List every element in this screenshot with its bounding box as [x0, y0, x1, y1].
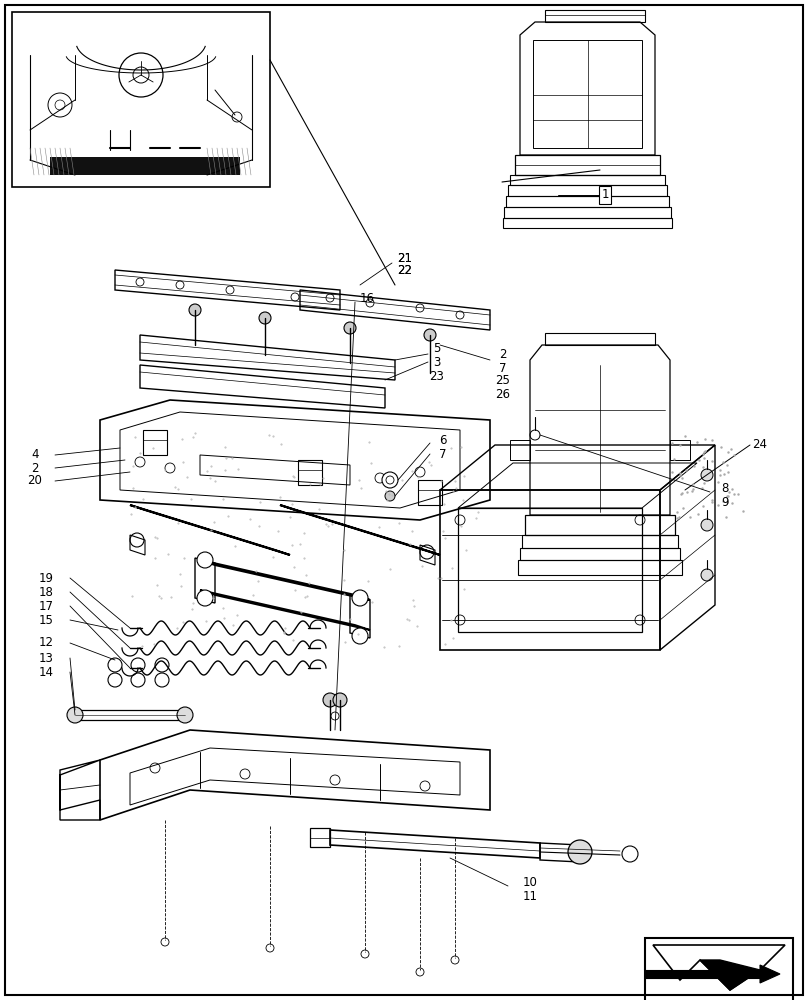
Polygon shape	[645, 970, 760, 978]
Circle shape	[568, 840, 592, 864]
Text: 18: 18	[39, 585, 53, 598]
Text: 21: 21	[398, 251, 413, 264]
Text: 9: 9	[722, 495, 729, 508]
Circle shape	[451, 956, 459, 964]
Circle shape	[385, 491, 395, 501]
Circle shape	[701, 569, 713, 581]
Text: 25: 25	[495, 374, 511, 387]
Text: 16: 16	[360, 292, 374, 304]
Circle shape	[67, 707, 83, 723]
Text: 4: 4	[32, 448, 39, 462]
Polygon shape	[50, 157, 240, 175]
Bar	[12, 12, 270, 187]
Circle shape	[382, 472, 398, 488]
Text: 26: 26	[495, 387, 511, 400]
Text: 14: 14	[39, 666, 53, 678]
Text: 22: 22	[398, 264, 413, 277]
Text: 23: 23	[430, 369, 444, 382]
Circle shape	[344, 322, 356, 334]
Circle shape	[352, 590, 368, 606]
Text: 22: 22	[398, 264, 413, 277]
Text: 5: 5	[433, 342, 440, 355]
Circle shape	[266, 944, 274, 952]
Text: 7: 7	[499, 361, 507, 374]
Text: 2: 2	[32, 462, 39, 475]
Circle shape	[161, 938, 169, 946]
Polygon shape	[700, 960, 760, 990]
Circle shape	[323, 693, 337, 707]
Circle shape	[259, 312, 271, 324]
Bar	[645, 938, 793, 1000]
Circle shape	[701, 469, 713, 481]
Circle shape	[189, 304, 201, 316]
Circle shape	[361, 950, 369, 958]
Text: 1: 1	[601, 188, 608, 202]
Text: 2: 2	[499, 349, 507, 361]
Text: 17: 17	[39, 599, 53, 612]
Circle shape	[177, 707, 193, 723]
Circle shape	[424, 329, 436, 341]
Circle shape	[333, 693, 347, 707]
Text: 11: 11	[523, 890, 537, 904]
Circle shape	[701, 519, 713, 531]
Text: 12: 12	[39, 637, 53, 650]
Circle shape	[352, 628, 368, 644]
Circle shape	[197, 552, 213, 568]
Text: 3: 3	[433, 356, 440, 368]
Text: 13: 13	[39, 652, 53, 664]
Text: 15: 15	[39, 613, 53, 626]
Text: 8: 8	[722, 482, 729, 494]
Text: 10: 10	[523, 876, 537, 888]
Text: 7: 7	[440, 448, 447, 460]
Text: 24: 24	[752, 438, 768, 452]
Text: 19: 19	[39, 572, 53, 584]
Text: 21: 21	[398, 251, 413, 264]
Text: 6: 6	[440, 434, 447, 446]
Circle shape	[197, 590, 213, 606]
Polygon shape	[760, 965, 780, 983]
Text: 20: 20	[27, 475, 43, 488]
